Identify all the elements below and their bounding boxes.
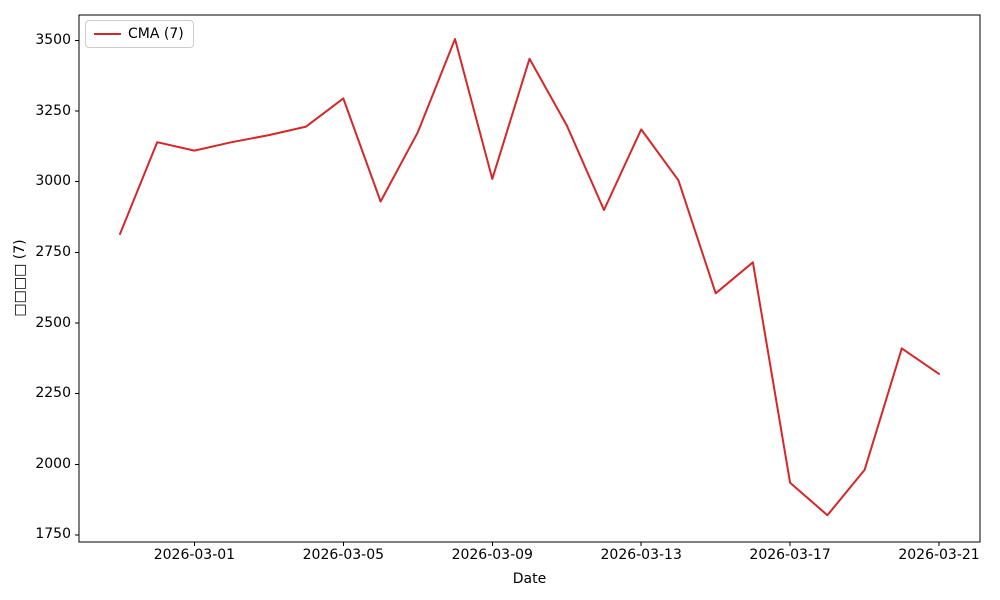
plot-border	[78, 14, 981, 543]
x-tick-label: 2026-03-17	[749, 547, 831, 563]
x-tick-label: 2026-03-09	[451, 547, 533, 563]
x-tick-label: 2026-03-01	[153, 547, 236, 563]
x-tick-label: 2026-03-05	[302, 547, 385, 563]
legend-line-icon	[94, 33, 121, 35]
y-tick-label: 3500	[35, 31, 71, 48]
x-tick-label: 2026-03-21	[898, 547, 980, 563]
y-tick-label: 2250	[35, 385, 71, 402]
y-tick-label: 3250	[35, 102, 71, 119]
y-tick-label: 2500	[35, 314, 71, 331]
y-tick-label: 1750	[35, 526, 71, 543]
y-tick-label: 3000	[35, 173, 71, 190]
legend-label: CMA (7)	[128, 26, 184, 42]
x-tick-label: 2026-03-13	[600, 547, 682, 563]
y-axis-label: □□□□ (7)	[12, 239, 28, 317]
legend: CMA (7)	[85, 20, 194, 48]
cma-line	[119, 38, 940, 517]
x-axis-label: Date	[512, 571, 547, 587]
y-tick-label: 2750	[35, 243, 71, 260]
y-tick-label: 2000	[35, 455, 71, 472]
